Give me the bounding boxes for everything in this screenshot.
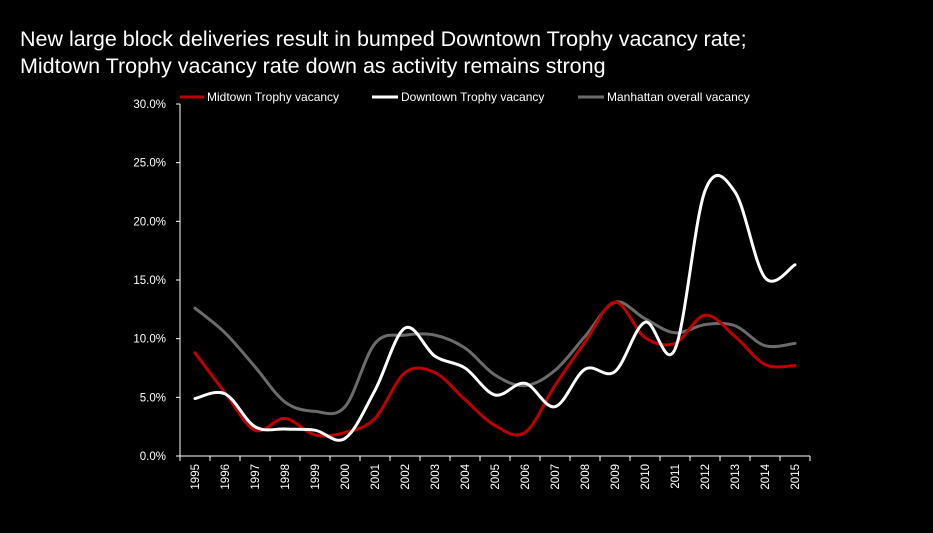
x-tick-label: 1996 <box>220 464 232 490</box>
x-tick-label: 2000 <box>340 464 352 490</box>
y-tick-label: 20.0% <box>133 216 166 228</box>
y-tick-label: 5.0% <box>140 392 166 404</box>
x-tick-label: 2010 <box>640 464 652 490</box>
chart-legend: Midtown Trophy vacancy Downtown Trophy va… <box>180 90 750 104</box>
y-tick-label: 25.0% <box>133 158 166 170</box>
legend-label-downtown-trophy-vacancy: Downtown Trophy vacancy <box>401 90 544 104</box>
x-tick-label: 1997 <box>250 464 262 490</box>
legend-label-manhattan-overall-vacancy: Manhattan overall vacancy <box>607 90 750 104</box>
series-line-downtown-trophy-vacancy <box>193 174 797 442</box>
x-tick-label: 1995 <box>190 464 202 490</box>
x-tick-label: 2008 <box>580 464 592 490</box>
x-tick-label: 2012 <box>700 464 712 490</box>
x-tick-label: 1998 <box>280 464 292 490</box>
x-tick-label: 1999 <box>310 464 322 490</box>
x-tick-label: 2005 <box>490 464 502 490</box>
legend-label-midtown-trophy-vacancy: Midtown Trophy vacancy <box>207 90 339 104</box>
x-tick-label: 2015 <box>790 464 802 490</box>
x-tick-label: 2006 <box>520 464 532 490</box>
x-tick-label: 2009 <box>610 464 622 490</box>
x-tick-label: 2002 <box>400 464 412 490</box>
x-tick-label: 2004 <box>460 463 472 489</box>
x-tick-label: 2007 <box>550 464 562 490</box>
x-tick-label: 2011 <box>670 464 682 489</box>
chart-title-line-1: New large block deliveries result in bum… <box>20 27 747 51</box>
chart-axes: 0.0% 5.0% 10.0% 15.0% 20.0% 25.0% 30.0% 1995 199… <box>133 99 811 490</box>
series-line-midtown-trophy-vacancy <box>193 300 797 438</box>
series-line-manhattan-overall-vacancy <box>193 300 797 416</box>
chart-series <box>193 174 797 442</box>
x-tick-label: 2014 <box>760 463 772 489</box>
y-tick-label: 15.0% <box>133 275 166 287</box>
x-tick-label: 2003 <box>430 464 442 490</box>
x-tick-label: 2013 <box>730 464 742 490</box>
chart-title: New large block deliveries result in bum… <box>20 26 920 80</box>
y-tick-label: 30.0% <box>133 99 166 111</box>
y-tick-label: 10.0% <box>133 334 166 346</box>
y-tick-label: 0.0% <box>140 451 166 463</box>
chart-title-line-2: Midtown Trophy vacancy rate down as acti… <box>20 54 606 78</box>
x-tick-label: 2001 <box>370 464 382 490</box>
